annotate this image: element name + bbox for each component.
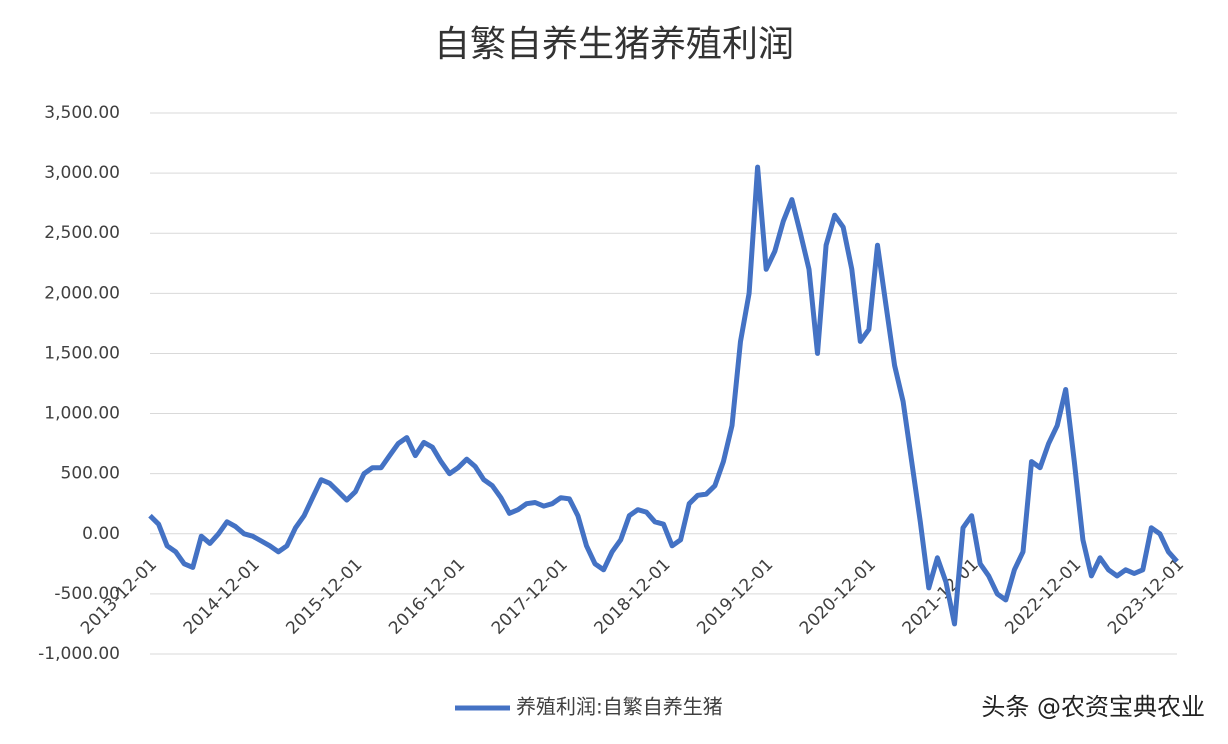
legend-label: 养殖利润:自繁自养生猪 (516, 695, 723, 719)
y-tick-label: 1,000.00 (44, 404, 120, 424)
y-tick-label: 500.00 (61, 464, 120, 484)
x-tick-label: 2023-12-01 (1104, 555, 1188, 639)
y-tick-label: -1,000.00 (38, 644, 120, 664)
watermark: 头条 @农资宝典农业 (981, 693, 1205, 721)
y-tick-label: 3,000.00 (44, 163, 120, 183)
x-tick-label: 2016-12-01 (385, 555, 469, 639)
chart-title: 自繁自养生猪养殖利润 (434, 24, 794, 65)
x-tick-label: 2015-12-01 (282, 555, 366, 639)
y-tick-label: 0.00 (82, 524, 120, 544)
x-tick-label: 2020-12-01 (796, 555, 880, 639)
y-tick-label: -500.00 (54, 584, 120, 604)
y-tick-label: 3,500.00 (44, 103, 120, 123)
x-tick-label: 2017-12-01 (488, 555, 572, 639)
x-tick-label: 2019-12-01 (693, 555, 777, 639)
y-tick-label: 2,000.00 (44, 283, 120, 303)
y-tick-label: 2,500.00 (44, 223, 120, 243)
data-line (148, 164, 1179, 627)
y-tick-label: 1,500.00 (44, 343, 120, 363)
